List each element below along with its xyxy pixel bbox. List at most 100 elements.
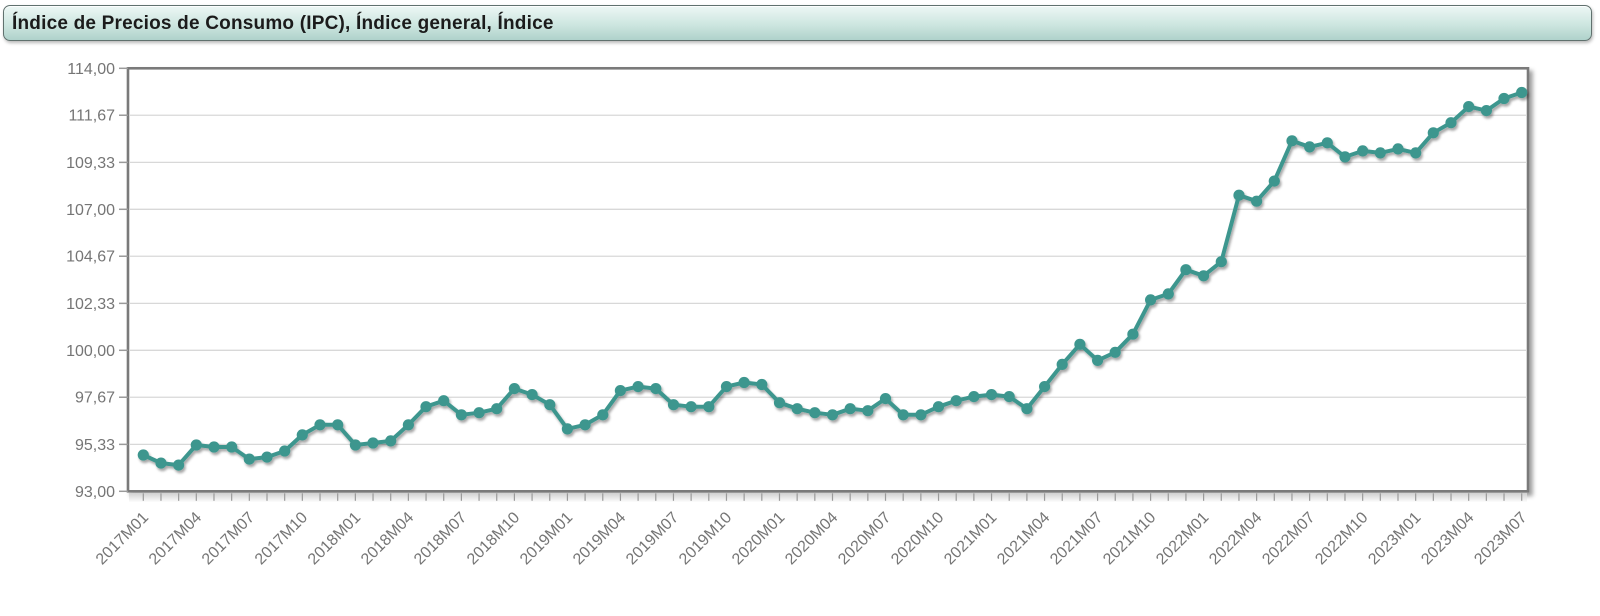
data-point[interactable]: 2022M04: 107.4: [1251, 195, 1263, 207]
data-point[interactable]: 2019M04: 98: [614, 385, 627, 397]
data-point[interactable]: 2023M01: 109.8: [1410, 147, 1422, 159]
data-point[interactable]: 2019M12: 98.3: [756, 378, 768, 391]
data-point[interactable]: 2022M11: 109.8: [1374, 147, 1386, 159]
data-point[interactable]: 2019M11: 98.4: [738, 376, 750, 389]
x-axis-label: 2023M07: [1471, 509, 1530, 568]
data-point[interactable]: 2018M06: 97.5: [438, 395, 450, 407]
data-point[interactable]: 2018M08: 96.9: [473, 407, 485, 419]
x-axis-label: 2020M07: [835, 509, 894, 568]
data-point[interactable]: 2017M03: 94.3: [173, 459, 185, 471]
data-point[interactable]: 2023M02: 110.8: [1427, 127, 1439, 139]
data-point[interactable]: 2018M10: 98.1: [508, 383, 520, 395]
data-point[interactable]: 2017M01: 94.8: [137, 449, 149, 461]
data-point[interactable]: 2021M06: 100.3: [1074, 338, 1086, 350]
data-point[interactable]: 2017M12: 96.3: [332, 419, 344, 431]
data-point[interactable]: 2022M09: 109.6: [1339, 151, 1351, 163]
x-axis-label: 2018M01: [305, 509, 364, 568]
data-point[interactable]: 2020M05: 97.1: [844, 403, 856, 415]
data-point[interactable]: 2021M07: 99.5: [1092, 354, 1104, 366]
data-point[interactable]: 2018M09: 97.1: [491, 403, 503, 415]
x-axis-label: 2022M04: [1206, 509, 1265, 568]
data-point[interactable]: 2021M08: 99.9: [1109, 346, 1121, 358]
data-point[interactable]: 2021M12: 104: [1180, 264, 1192, 276]
data-point[interactable]: 2023M03: 111.3: [1445, 117, 1457, 129]
data-point[interactable]: 2020M03: 96.9: [809, 407, 821, 419]
data-point[interactable]: 2023M07: 112.8: [1516, 86, 1528, 99]
data-point[interactable]: 2020M12: 97.7: [968, 391, 980, 403]
data-point[interactable]: 2021M03: 97.1: [1021, 403, 1033, 415]
data-point[interactable]: 2019M02: 96.3: [579, 419, 591, 431]
data-point[interactable]: 2017M02: 94.4: [155, 457, 167, 469]
data-point[interactable]: 2019M07: 97.3: [667, 399, 680, 411]
data-point[interactable]: 2021M04: 98.2: [1039, 381, 1051, 393]
data-point[interactable]: 2021M09: 100.8: [1127, 328, 1139, 340]
data-point[interactable]: 2022M06: 110.4: [1286, 135, 1298, 147]
data-point[interactable]: 2017M10: 95.8: [296, 429, 308, 441]
data-point[interactable]: 2019M05: 98.2: [632, 381, 644, 393]
data-point[interactable]: 2022M07: 110.1: [1304, 141, 1316, 153]
x-axis-label: 2021M01: [941, 509, 1000, 568]
y-axis-label: 95,33: [75, 437, 115, 454]
y-axis-label: 111,67: [68, 108, 115, 125]
data-point[interactable]: 2018M02: 95.4: [367, 437, 379, 449]
y-axis-label: 102,33: [66, 296, 115, 313]
y-axis-label: 107,00: [66, 202, 115, 219]
data-point[interactable]: 2017M05: 95.2: [208, 441, 220, 453]
data-point[interactable]: 2022M08: 110.3: [1321, 137, 1333, 149]
x-axis-label: 2017M04: [146, 509, 205, 568]
data-point[interactable]: 2018M05: 97.2: [420, 401, 432, 413]
data-point[interactable]: 2018M01: 95.3: [349, 439, 361, 451]
data-point[interactable]: 2023M06: 112.5: [1498, 92, 1510, 105]
data-point[interactable]: 2017M06: 95.2: [226, 441, 238, 453]
data-point[interactable]: 2018M04: 96.3: [402, 419, 414, 431]
x-axis-label: 2019M10: [676, 509, 735, 568]
data-point[interactable]: 2018M12: 97.3: [544, 399, 556, 411]
data-point[interactable]: 2021M10: 102.5: [1145, 294, 1157, 306]
data-point[interactable]: 2019M09: 97.2: [703, 401, 715, 413]
x-axis-label: 2017M07: [199, 509, 258, 568]
data-point[interactable]: 2020M04: 96.8: [826, 409, 839, 421]
data-point[interactable]: 2021M01: 97.8: [985, 389, 998, 401]
data-point[interactable]: 2022M01: 103.7: [1198, 270, 1210, 282]
data-point[interactable]: 2017M07: 94.6: [243, 453, 255, 465]
data-point[interactable]: 2020M06: 97: [862, 405, 874, 417]
data-point[interactable]: 2021M05: 99.3: [1056, 358, 1068, 370]
data-point[interactable]: 2019M03: 96.8: [597, 409, 609, 421]
data-point[interactable]: 2022M05: 108.4: [1268, 175, 1280, 187]
data-point[interactable]: 2019M01: 96.1: [561, 423, 574, 435]
x-axis-label: 2023M04: [1418, 509, 1477, 568]
data-point[interactable]: 2021M02: 97.7: [1003, 391, 1015, 403]
data-point[interactable]: 2020M09: 96.8: [915, 409, 927, 421]
data-point[interactable]: 2023M05: 111.9: [1480, 105, 1492, 117]
chart-title: Índice de Precios de Consumo (IPC), Índi…: [12, 13, 554, 34]
y-axis-label: 114,00: [67, 61, 115, 78]
data-point[interactable]: 2020M11: 97.5: [950, 395, 962, 407]
data-point[interactable]: 2017M11: 96.3: [314, 419, 326, 431]
data-point[interactable]: 2022M02: 104.4: [1215, 256, 1227, 268]
data-point[interactable]: 2017M08: 94.7: [261, 451, 273, 463]
data-point[interactable]: 2020M10: 97.2: [932, 401, 945, 413]
data-point[interactable]: 2017M04: 95.3: [190, 439, 202, 451]
data-point[interactable]: 2022M10: 109.9: [1357, 145, 1369, 157]
x-axis-label: 2021M10: [1100, 509, 1159, 568]
data-point[interactable]: 2022M03: 107.7: [1233, 189, 1245, 201]
data-point[interactable]: 2020M01: 97.4: [773, 397, 786, 409]
data-point[interactable]: 2017M09: 95: [279, 445, 291, 457]
x-axis-label: 2023M01: [1365, 509, 1424, 568]
data-point[interactable]: 2018M11: 97.8: [526, 389, 538, 401]
y-axis-label: 100,00: [66, 343, 115, 360]
data-point[interactable]: 2020M07: 97.6: [879, 393, 892, 405]
data-point[interactable]: 2022M12: 110: [1392, 143, 1404, 155]
data-point[interactable]: 2020M08: 96.8: [897, 409, 909, 421]
data-point[interactable]: 2019M06: 98.1: [650, 383, 662, 395]
data-point[interactable]: 2019M10: 98.2: [720, 381, 733, 393]
data-point[interactable]: 2020M02: 97.1: [791, 403, 803, 415]
x-axis-label: 2017M01: [93, 509, 152, 568]
x-axis-label: 2022M07: [1259, 509, 1318, 568]
data-point[interactable]: 2018M03: 95.5: [385, 435, 397, 447]
data-point[interactable]: 2023M04: 112.1: [1463, 101, 1475, 113]
data-point[interactable]: 2019M08: 97.2: [685, 401, 697, 413]
data-point[interactable]: 2018M07: 96.8: [455, 409, 467, 421]
data-point[interactable]: 2021M11: 102.8: [1162, 288, 1174, 300]
